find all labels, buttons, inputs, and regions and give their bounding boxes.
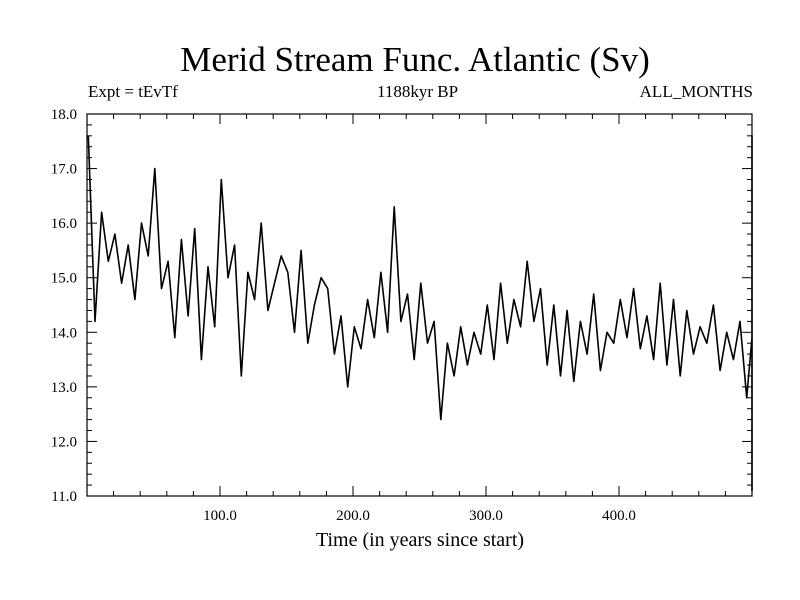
x-axis-label: Time (in years since start) bbox=[315, 529, 525, 551]
tick-labels: 100.0 200.0 300.0 400.0 11.0 12.0 13.0 14.0 15.0… bbox=[51, 107, 636, 524]
y-tick-label: 11.0 bbox=[51, 489, 77, 505]
x-tick-label: 300.0 bbox=[469, 508, 503, 524]
y-tick-label: 12.0 bbox=[51, 434, 77, 450]
period-label: 1188kyr BP bbox=[376, 82, 459, 101]
x-tick-label: 100.0 bbox=[203, 508, 237, 524]
y-tick-label: 17.0 bbox=[51, 162, 77, 178]
x-tick-label: 200.0 bbox=[336, 508, 370, 524]
x-tick-label: 400.0 bbox=[602, 508, 636, 524]
months-label: ALL_MONTHS bbox=[639, 82, 753, 101]
y-tick-label: 14.0 bbox=[51, 325, 77, 341]
experiment-label: Expt = tEvTf bbox=[88, 82, 178, 101]
series-line bbox=[87, 135, 753, 492]
y-tick-label: 16.0 bbox=[51, 216, 77, 232]
y-tick-label: 15.0 bbox=[51, 271, 77, 287]
chart-title: Merid Stream Func. Atlantic (Sv) bbox=[180, 40, 650, 79]
y-tick-label: 13.0 bbox=[51, 380, 77, 396]
y-tick-label: 18.0 bbox=[51, 107, 77, 123]
